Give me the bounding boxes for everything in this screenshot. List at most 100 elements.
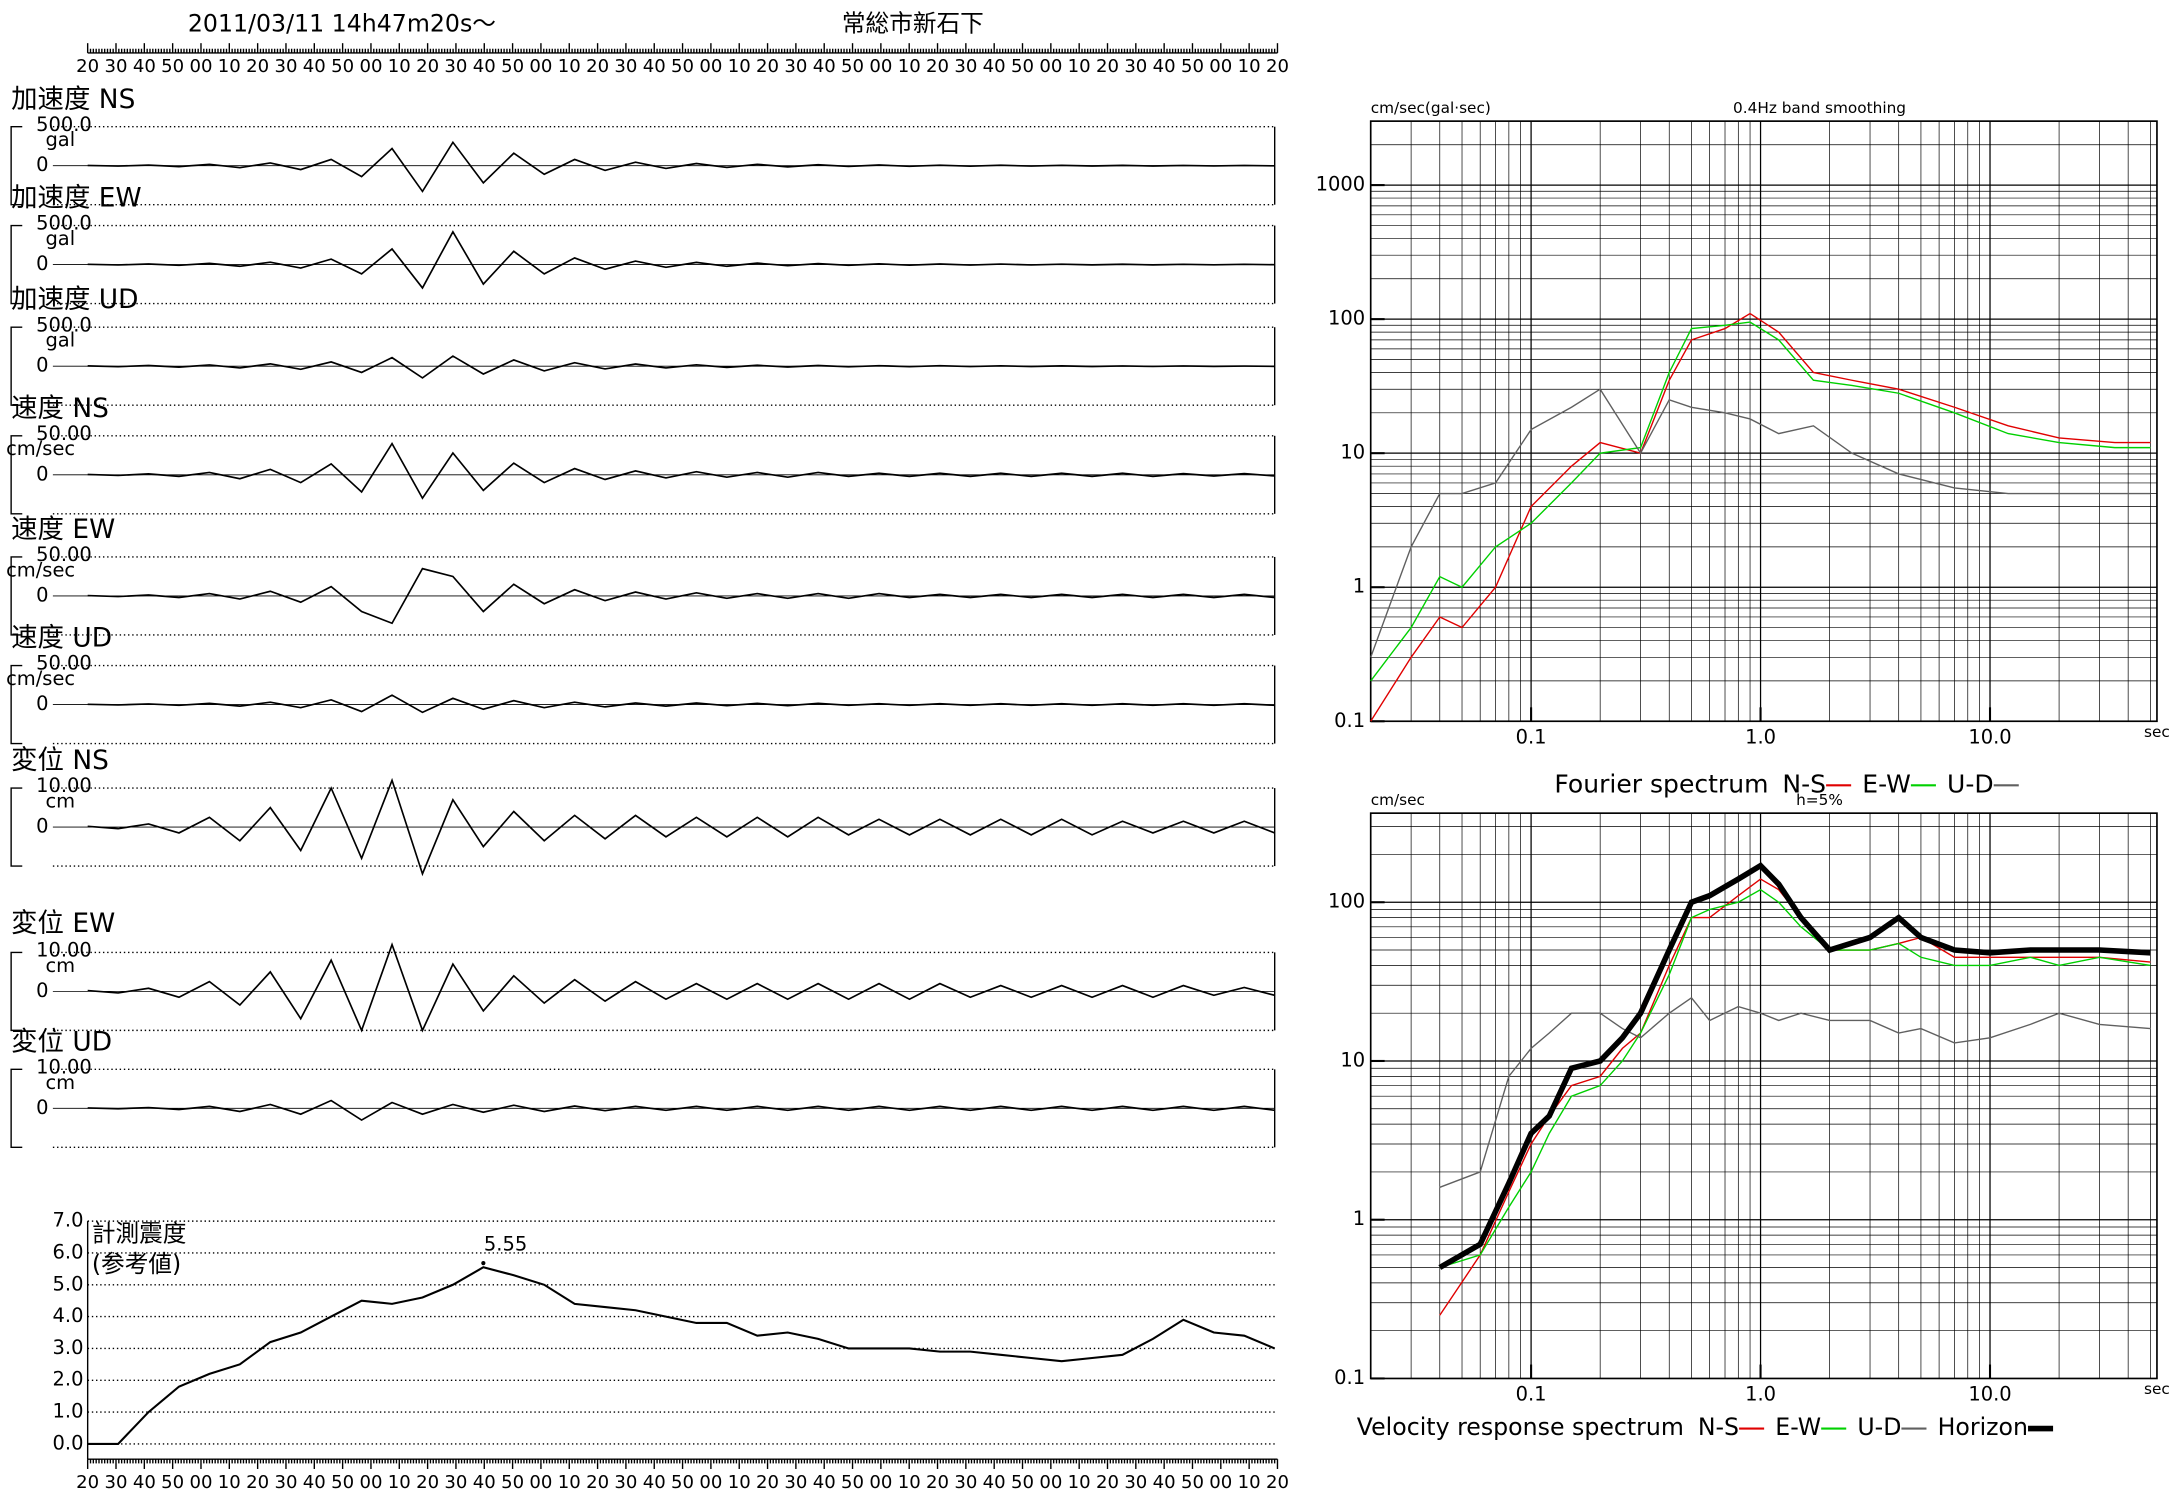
waveform-line bbox=[87, 1099, 1275, 1122]
time-tick-label: 00 bbox=[1039, 1472, 1062, 1493]
time-tick-label: 30 bbox=[614, 56, 637, 77]
unit-label: gal bbox=[45, 329, 75, 352]
peak-marker bbox=[481, 1261, 486, 1266]
y-tick-label: 0 bbox=[36, 1096, 48, 1119]
time-tick-label: 30 bbox=[784, 1472, 807, 1493]
panel-bracket bbox=[10, 224, 23, 305]
plot-frame bbox=[1369, 812, 2158, 1380]
time-tick-label: 10 bbox=[558, 56, 581, 77]
time-tick-label: 50 bbox=[841, 56, 864, 77]
unit-label: cm bbox=[45, 954, 75, 977]
time-tick-label: 10 bbox=[1238, 1472, 1261, 1493]
time-tick-label: 30 bbox=[444, 1472, 467, 1493]
time-tick-label: 30 bbox=[1124, 56, 1147, 77]
y-tick-label: 10.00 bbox=[36, 774, 92, 797]
unit-label: cm/sec bbox=[6, 667, 75, 690]
y-tick-label: 0.1 bbox=[1334, 1366, 1365, 1389]
time-tick-label: 40 bbox=[643, 56, 666, 77]
panel-bracket bbox=[10, 126, 23, 206]
y-tick-label: 1 bbox=[1353, 1207, 1365, 1230]
unit-label: cm/sec bbox=[6, 437, 75, 460]
time-tick-label: 40 bbox=[473, 1472, 496, 1493]
panel-title: 加速度 NS bbox=[11, 84, 135, 115]
time-tick-label: 30 bbox=[104, 1472, 127, 1493]
waveform-line bbox=[87, 355, 1275, 379]
plot-frame bbox=[1369, 120, 2158, 723]
time-tick-label: 20 bbox=[926, 56, 949, 77]
y-tick-label: 0 bbox=[36, 979, 48, 1002]
time-tick-label: 40 bbox=[983, 1472, 1006, 1493]
panel-bracket bbox=[10, 787, 23, 867]
y-tick-label: 10 bbox=[1340, 1048, 1365, 1071]
time-tick-label: 30 bbox=[274, 56, 297, 77]
time-tick-label: 10 bbox=[558, 1472, 581, 1493]
time-tick-label: 40 bbox=[1153, 1472, 1176, 1493]
panel-title: 変位 UD bbox=[11, 1026, 112, 1057]
spectrum-line bbox=[1370, 312, 2151, 722]
legend-label: U-D bbox=[1857, 1413, 1901, 1441]
time-tick-label: 20 bbox=[756, 56, 779, 77]
unit-label: cm/sec bbox=[6, 558, 75, 581]
waveform-line bbox=[87, 777, 1275, 877]
legend-title: Fourier spectrum bbox=[1554, 769, 1768, 798]
x-tick-label: 1.0 bbox=[1745, 1383, 1776, 1406]
intensity-title: (参考値) bbox=[92, 1250, 181, 1278]
time-tick-label: 50 bbox=[1181, 1472, 1204, 1493]
legend-label: Horizon bbox=[1938, 1413, 2028, 1441]
time-tick-label: 40 bbox=[133, 1472, 156, 1493]
time-tick-label: 10 bbox=[898, 56, 921, 77]
y-unit-label: cm/sec(gal·sec) bbox=[1371, 99, 1491, 117]
time-tick-label: 20 bbox=[416, 1472, 439, 1493]
waveform-line bbox=[87, 441, 1275, 500]
y-tick-label: 100 bbox=[1328, 890, 1365, 913]
time-tick-label: 50 bbox=[161, 1472, 184, 1493]
time-tick-label: 10 bbox=[728, 1472, 751, 1493]
waveform-line bbox=[87, 230, 1275, 290]
panel-bracket bbox=[10, 1068, 23, 1149]
spectrum-line bbox=[1370, 388, 2151, 658]
legend-title: Velocity response spectrum bbox=[1357, 1413, 1684, 1441]
time-tick-label: 10 bbox=[1238, 56, 1261, 77]
y-tick-label: 2.0 bbox=[53, 1368, 84, 1391]
time-tick-label: 00 bbox=[189, 56, 212, 77]
waveform-line bbox=[87, 140, 1275, 193]
time-tick-label: 50 bbox=[501, 56, 524, 77]
x-tick-label: 10.0 bbox=[1968, 725, 2011, 748]
x-unit-label: sec bbox=[2144, 723, 2170, 741]
time-tick-label: 10 bbox=[728, 56, 751, 77]
time-tick-label: 20 bbox=[76, 56, 99, 77]
y-tick-label: 100 bbox=[1328, 307, 1365, 330]
unit-label: gal bbox=[45, 227, 75, 250]
y-tick-label: 500.0 bbox=[36, 212, 92, 235]
y-tick-label: 0.0 bbox=[53, 1431, 84, 1454]
y-tick-label: 50.00 bbox=[36, 652, 92, 675]
y-tick-label: 4.0 bbox=[53, 1304, 84, 1327]
time-tick-label: 50 bbox=[501, 1472, 524, 1493]
time-tick-label: 40 bbox=[303, 1472, 326, 1493]
y-tick-label: 0 bbox=[36, 462, 48, 485]
y-tick-label: 500.0 bbox=[36, 113, 92, 136]
panel-title: 加速度 EW bbox=[11, 183, 142, 214]
time-tick-label: 20 bbox=[416, 56, 439, 77]
time-tick-label: 20 bbox=[756, 1472, 779, 1493]
spectrum-line bbox=[1370, 321, 2151, 682]
time-tick-label: 00 bbox=[699, 1472, 722, 1493]
time-tick-label: 50 bbox=[161, 56, 184, 77]
time-tick-label: 40 bbox=[983, 56, 1006, 77]
time-tick-label: 00 bbox=[359, 1472, 382, 1493]
time-tick-label: 10 bbox=[388, 56, 411, 77]
time-tick-label: 00 bbox=[869, 56, 892, 77]
intensity-line bbox=[87, 1266, 1276, 1445]
time-tick-label: 20 bbox=[76, 1472, 99, 1493]
waveform-line bbox=[87, 942, 1275, 1033]
time-tick-label: 40 bbox=[643, 1472, 666, 1493]
time-tick-label: 10 bbox=[218, 1472, 241, 1493]
y-tick-label: 6.0 bbox=[53, 1240, 84, 1263]
y-tick-label: 10.00 bbox=[36, 939, 92, 962]
legend-label: E-W bbox=[1775, 1413, 1821, 1441]
legend-label: N-S bbox=[1698, 1413, 1739, 1441]
x-tick-label: 10.0 bbox=[1968, 1383, 2011, 1406]
time-tick-label: 40 bbox=[1153, 56, 1176, 77]
y-tick-label: 1000 bbox=[1316, 173, 1366, 196]
time-tick-label: 00 bbox=[1209, 56, 1232, 77]
